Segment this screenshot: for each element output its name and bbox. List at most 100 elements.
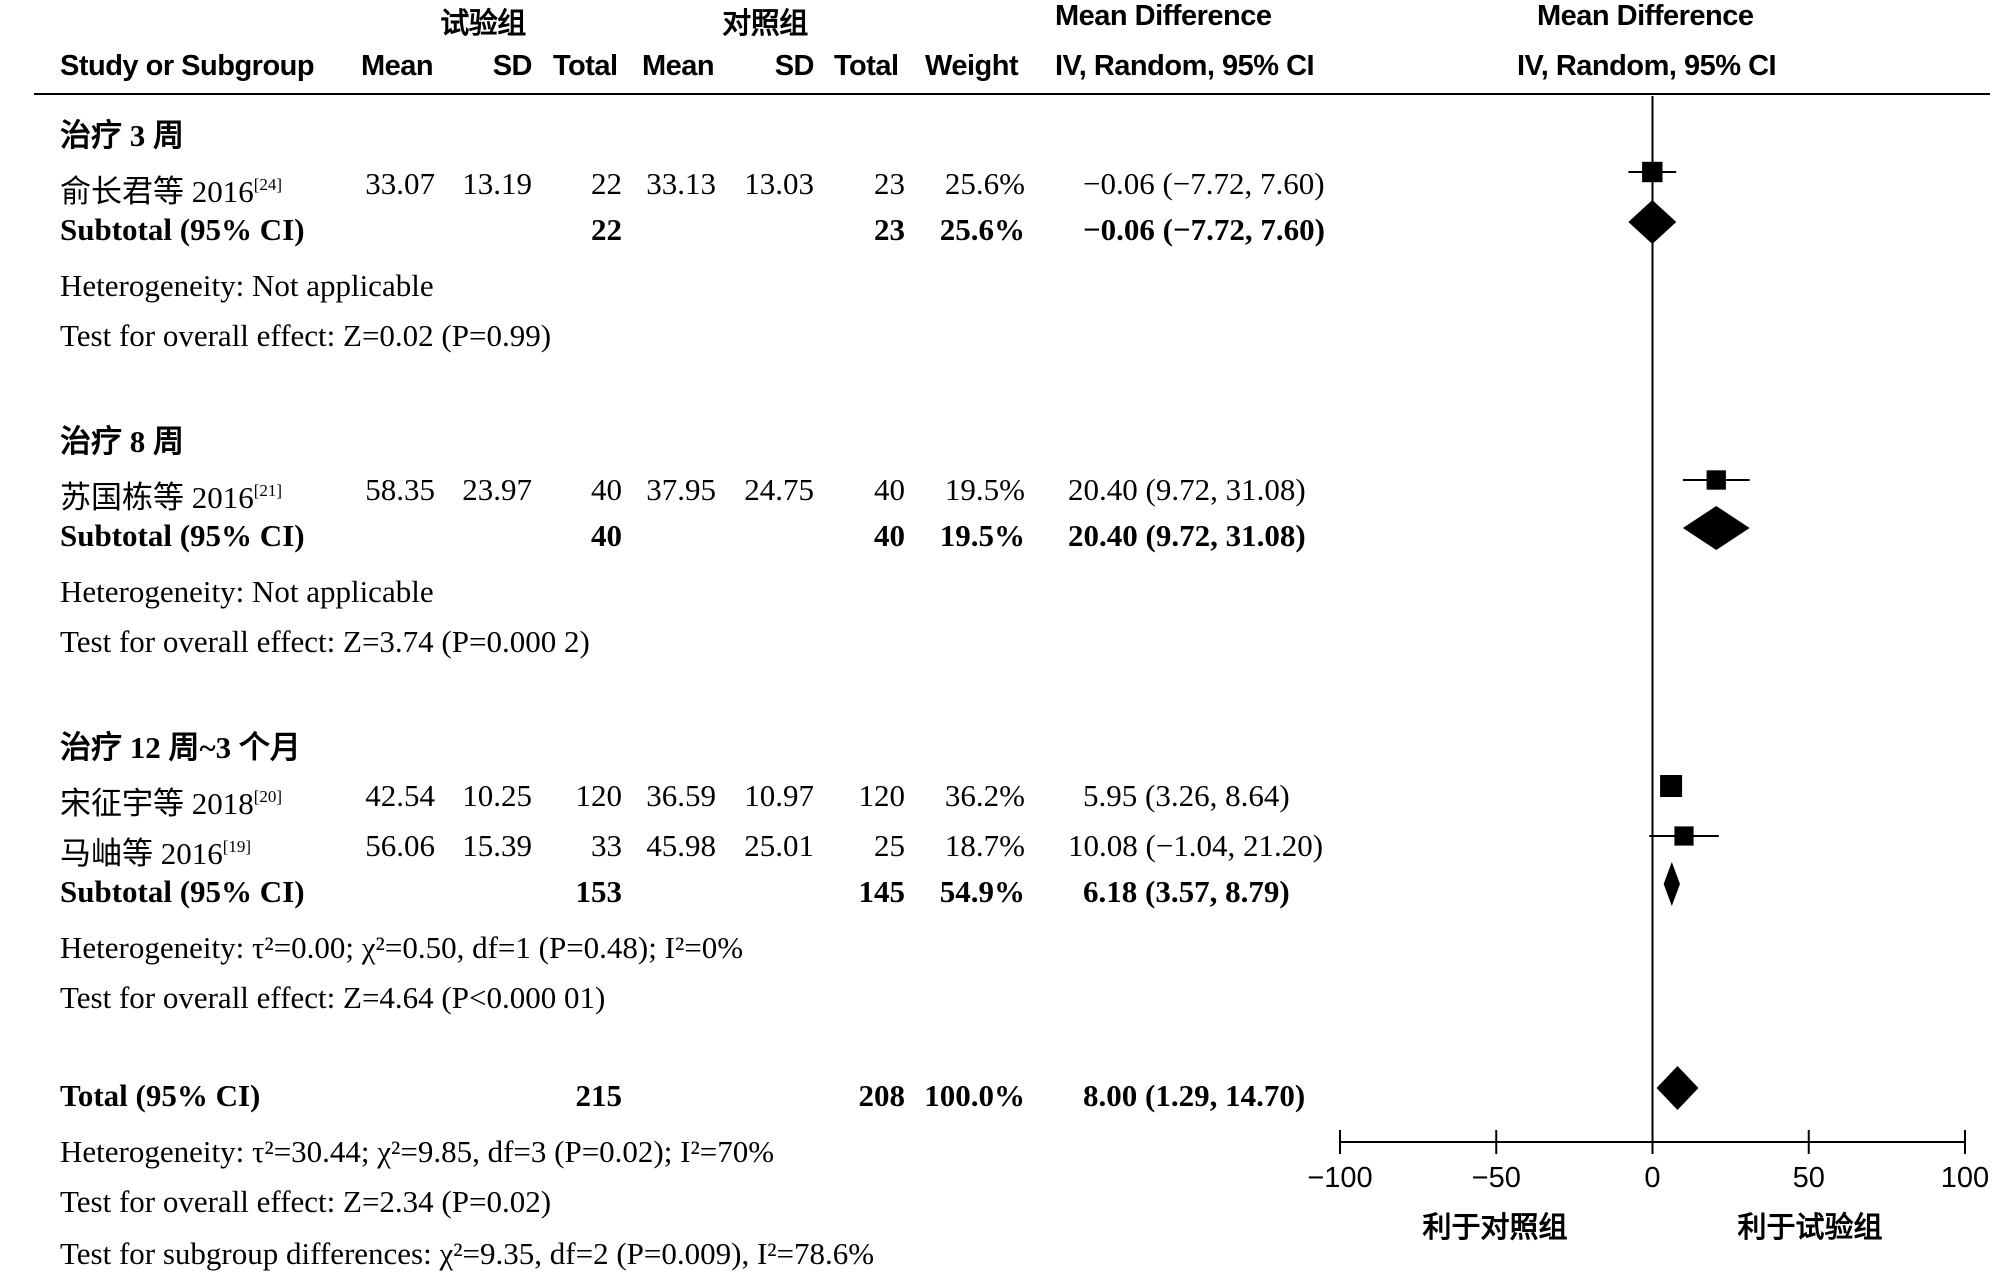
total-label: Total (95% CI) [60, 1078, 261, 1113]
subtotal-n1: 40 [591, 518, 622, 553]
sd1-cell: 10.25 [462, 778, 532, 813]
x-axis-tick-label: −100 [1307, 1162, 1373, 1194]
subtotal-diamond [1628, 200, 1677, 244]
sd1-header: SD [492, 50, 533, 82]
method-header: IV, Random, 95% CI [1055, 50, 1315, 82]
mean2-cell: 33.13 [646, 166, 716, 201]
md-header: Mean Difference [1055, 0, 1272, 32]
weight-header: Weight [925, 50, 1019, 82]
study-name: 宋征宇等 2018[20] [60, 786, 283, 821]
total-n2: 208 [858, 1078, 906, 1113]
mean1-header: Mean [361, 50, 434, 82]
method-plot-header: IV, Random, 95% CI [1517, 50, 1777, 82]
overall-effect-text: Test for overall effect: Z=3.74 (P=0.000… [60, 624, 590, 659]
subtotal-n1: 22 [591, 212, 622, 247]
subgroup-title: 治疗 12 周~3 个月 [60, 730, 301, 765]
total-overall-effect-text: Test for overall effect: Z=2.34 (P=0.02) [60, 1184, 552, 1219]
subtotal-ci: 20.40 (9.72, 31.08) [1068, 518, 1306, 553]
x-axis-tick-label: 0 [1644, 1162, 1661, 1194]
x-axis-tick-label: 100 [1940, 1162, 1990, 1194]
heterogeneity-text: Heterogeneity: Not applicable [60, 574, 434, 609]
mean1-cell: 33.07 [365, 166, 435, 201]
overall-effect-text: Test for overall effect: Z=4.64 (P<0.000… [60, 980, 606, 1015]
subtotal-n2: 40 [874, 518, 905, 553]
subtotal-ci: 6.18 (3.57, 8.79) [1083, 874, 1290, 909]
subtotal-diamond [1663, 862, 1680, 906]
subtotal-label: Subtotal (95% CI) [60, 874, 305, 909]
subtotal-label: Subtotal (95% CI) [60, 518, 305, 553]
weight-cell: 18.7% [944, 828, 1025, 863]
subgroup-title: 治疗 8 周 [60, 424, 184, 459]
n1-cell: 120 [575, 778, 623, 813]
header-rule [34, 93, 1990, 95]
study-name: 俞长君等 2016[24] [60, 174, 283, 209]
sd1-cell: 13.19 [462, 166, 532, 201]
x-axis-tick-label: −50 [1471, 1162, 1521, 1194]
subtotal-ci: −0.06 (−7.72, 7.60) [1083, 212, 1325, 247]
study-point-estimate [1706, 470, 1726, 490]
sd2-cell: 13.03 [744, 166, 814, 201]
n2-cell: 25 [874, 828, 905, 863]
subtotal-n2: 23 [874, 212, 905, 247]
subtotal-n2: 145 [858, 874, 906, 909]
subtotal-diamond [1682, 506, 1750, 550]
subtotal-n1: 153 [575, 874, 623, 909]
n1-cell: 22 [591, 166, 622, 201]
total-weight: 100.0% [924, 1078, 1025, 1113]
study-ref: [19] [222, 837, 252, 856]
subtotal-weight: 25.6% [939, 212, 1025, 247]
subgroup-differences-text: Test for subgroup differences: χ²=9.35, … [60, 1236, 875, 1271]
study-column-header: Study or Subgroup [60, 50, 315, 82]
n1-cell: 40 [591, 472, 622, 507]
ci-cell: 5.95 (3.26, 8.64) [1083, 778, 1290, 813]
weight-cell: 25.6% [944, 166, 1025, 201]
n1-cell: 33 [591, 828, 622, 863]
mean2-cell: 36.59 [646, 778, 716, 813]
favors-control-label: 利于对照组 [1422, 1210, 1568, 1244]
mean1-cell: 58.35 [365, 472, 435, 507]
heterogeneity-text: Heterogeneity: Not applicable [60, 268, 434, 303]
x-axis-tick-label: 50 [1792, 1162, 1825, 1194]
mean2-cell: 45.98 [646, 828, 716, 863]
sd2-cell: 25.01 [744, 828, 814, 863]
subtotal-weight: 19.5% [939, 518, 1025, 553]
heterogeneity-text: Heterogeneity: τ²=0.00; χ²=0.50, df=1 (P… [60, 930, 744, 965]
sd2-cell: 24.75 [744, 472, 814, 507]
favors-experimental-label: 利于试验组 [1737, 1210, 1883, 1244]
overall-effect-text: Test for overall effect: Z=0.02 (P=0.99) [60, 318, 552, 353]
sd2-header: SD [774, 50, 815, 82]
ci-cell: 20.40 (9.72, 31.08) [1068, 472, 1306, 507]
sd2-cell: 10.97 [744, 778, 814, 813]
group2-header: 对照组 [722, 8, 808, 40]
mean1-cell: 42.54 [365, 778, 435, 813]
study-point-estimate [1642, 161, 1663, 183]
sd1-cell: 23.97 [462, 472, 532, 507]
study-ref: [21] [253, 481, 283, 500]
study-name: 马岫等 2016[19] [60, 836, 252, 871]
total2-header: Total [834, 50, 899, 82]
total-heterogeneity-text: Heterogeneity: τ²=30.44; χ²=9.85, df=3 (… [60, 1134, 775, 1169]
total-n1: 215 [575, 1078, 623, 1113]
md-plot-header: Mean Difference [1537, 0, 1754, 32]
subtotal-label: Subtotal (95% CI) [60, 212, 305, 247]
n2-cell: 120 [858, 778, 906, 813]
total-diamond [1656, 1066, 1699, 1110]
ci-cell: 10.08 (−1.04, 21.20) [1068, 828, 1324, 863]
study-ref: [20] [253, 787, 283, 806]
mean1-cell: 56.06 [365, 828, 435, 863]
study-name: 苏国栋等 2016[21] [60, 480, 283, 515]
weight-cell: 19.5% [944, 472, 1025, 507]
sd1-cell: 15.39 [462, 828, 532, 863]
study-ref: [24] [253, 175, 283, 194]
subgroup-title: 治疗 3 周 [60, 118, 184, 153]
ci-cell: −0.06 (−7.72, 7.60) [1083, 166, 1325, 201]
mean2-header: Mean [642, 50, 715, 82]
study-point-estimate [1660, 775, 1683, 797]
weight-cell: 36.2% [944, 778, 1025, 813]
subtotal-weight: 54.9% [939, 874, 1025, 909]
n2-cell: 40 [874, 472, 905, 507]
total-ci: 8.00 (1.29, 14.70) [1083, 1078, 1306, 1113]
total1-header: Total [553, 50, 618, 82]
n2-cell: 23 [874, 166, 905, 201]
